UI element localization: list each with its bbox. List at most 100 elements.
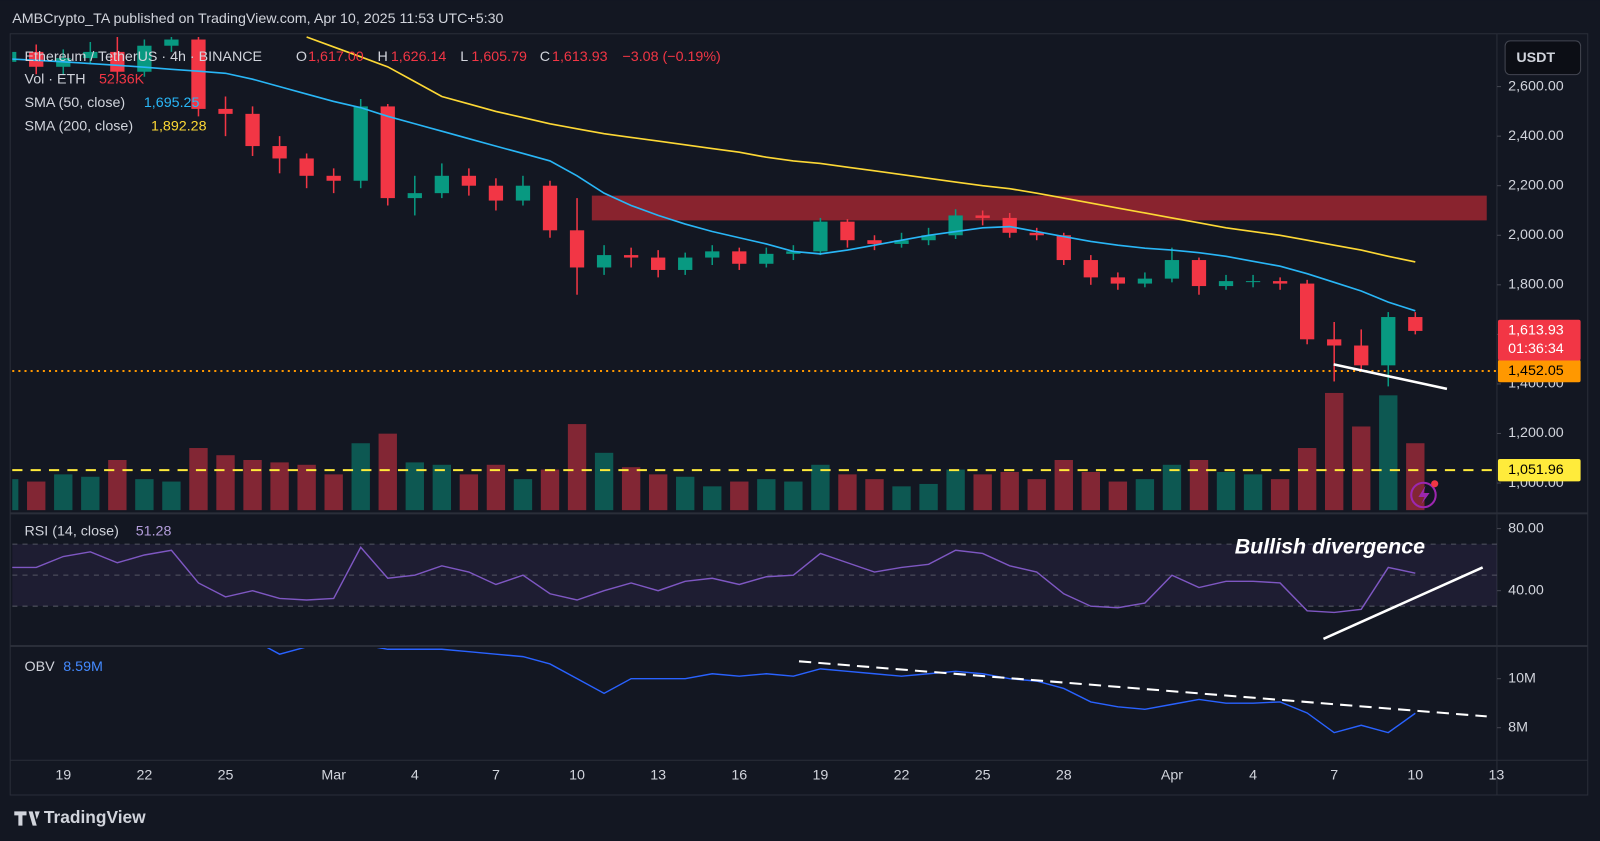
candle-body: [1327, 339, 1342, 346]
volume-bar: [1081, 471, 1100, 511]
candle-body: [1300, 283, 1315, 340]
candle-body: [326, 175, 341, 181]
replay-icon[interactable]: [1410, 481, 1437, 509]
candle-body: [299, 158, 314, 176]
candle-body: [407, 193, 422, 199]
currency-box[interactable]: [1504, 40, 1582, 76]
volume-bar: [432, 464, 452, 511]
volume-bar: [703, 486, 722, 511]
volume-bar: [1325, 392, 1344, 511]
ohlc-label: L: [460, 49, 468, 65]
candle-body: [921, 235, 936, 241]
volume-bar: [730, 481, 749, 511]
candle-body: [164, 39, 179, 46]
x-tick-label: 4: [1249, 767, 1257, 783]
currency[interactable]: USDT: [1516, 50, 1555, 66]
volume-bar: [270, 462, 289, 511]
volume-bar: [1054, 460, 1073, 511]
volume-bar: [54, 474, 73, 511]
sma-value: 1,892.28: [151, 118, 207, 134]
volume-bar: [892, 486, 911, 511]
resistance-zone: [591, 195, 1487, 221]
volume-bar: [189, 448, 208, 511]
volume-bar: [594, 452, 614, 511]
sma-legend: SMA (200, close): [24, 118, 133, 134]
candle-body: [1083, 260, 1098, 278]
publisher: AMBCrypto_TA published on TradingView.co…: [12, 11, 503, 27]
candle-body: [83, 51, 98, 59]
volume-bar: [946, 469, 965, 511]
candle-body: [975, 215, 990, 218]
volume-bar: [81, 476, 100, 511]
volume-bar: [1027, 479, 1046, 511]
x-tick-label: 10: [1407, 767, 1423, 783]
ohlc-label: C: [540, 49, 550, 65]
candle-body: [542, 185, 558, 231]
line: [12, 58, 1416, 312]
line: [306, 36, 1416, 263]
volume-bar: [757, 479, 776, 511]
ohlc-value: 1,605.79: [471, 49, 527, 65]
candle-body: [245, 113, 260, 147]
volume-bar: [12, 479, 19, 511]
volume-bar: [1216, 471, 1236, 511]
candle-body: [137, 45, 152, 72]
volume-bar: [486, 464, 506, 511]
volume-bar: [838, 474, 857, 511]
x-tick-label: 7: [492, 767, 500, 783]
candle-body: [759, 253, 774, 264]
candle-body: [461, 175, 477, 186]
volume-bar: [973, 474, 992, 511]
sma-value: 1,695.25: [144, 95, 200, 111]
last-price-tag: [1497, 319, 1581, 361]
volume-bar: [27, 481, 46, 511]
annotation: Bullish divergence: [1235, 535, 1425, 559]
x-tick-label: 13: [1488, 767, 1504, 783]
candle-body: [1056, 235, 1071, 261]
candle-body: [732, 251, 747, 264]
ohlc-value: 1,617.00: [308, 49, 364, 65]
volume-bar: [351, 443, 370, 511]
candle-body: [353, 106, 368, 181]
candle-body: [12, 51, 17, 62]
x-tick-label: 25: [218, 767, 234, 783]
candle-body: [110, 51, 125, 72]
candle-body: [218, 108, 233, 114]
candle-body: [596, 255, 612, 268]
countdown: 01:36:34: [1508, 341, 1564, 357]
x-tick-label: 7: [1330, 767, 1338, 783]
candle-body: [272, 146, 287, 159]
volume-bar: [459, 474, 479, 511]
x-tick-label: 28: [1056, 767, 1072, 783]
y-tick-label: 2,400.00: [1508, 128, 1564, 144]
y-tick-label: 1,800.00: [1508, 277, 1564, 293]
candle-body: [1245, 281, 1261, 283]
volume-bar: [513, 479, 533, 511]
volume-bar: [1108, 481, 1128, 511]
candle-body: [1381, 317, 1396, 366]
volume-bar: [243, 460, 262, 511]
volume-bar: [1270, 479, 1290, 511]
pane: [266, 648, 1416, 734]
y-tick-label: 1,200.00: [1508, 425, 1564, 441]
volume-bar: [162, 481, 181, 511]
ohlc-label: O: [296, 49, 307, 65]
ohlc-value: 1,613.93: [552, 49, 608, 65]
volume-bar: [1379, 395, 1398, 511]
volume-bar: [1297, 448, 1317, 511]
candle-body: [840, 221, 855, 241]
ohlc-label: H: [378, 49, 388, 65]
x-tick-label: 19: [812, 767, 828, 783]
candle-body: [1137, 278, 1153, 284]
candle-body: [705, 251, 720, 258]
level-tag: [1497, 359, 1581, 383]
volume-bar: [1352, 426, 1371, 511]
candle-body: [651, 257, 666, 270]
x-tick-label: 19: [55, 767, 71, 783]
candle-body: [29, 51, 44, 67]
volume-bar: [621, 467, 641, 511]
trend-line: [1322, 566, 1484, 641]
candle-body: [1408, 317, 1423, 331]
candle-body: [434, 175, 449, 194]
candle-body: [1002, 217, 1017, 233]
